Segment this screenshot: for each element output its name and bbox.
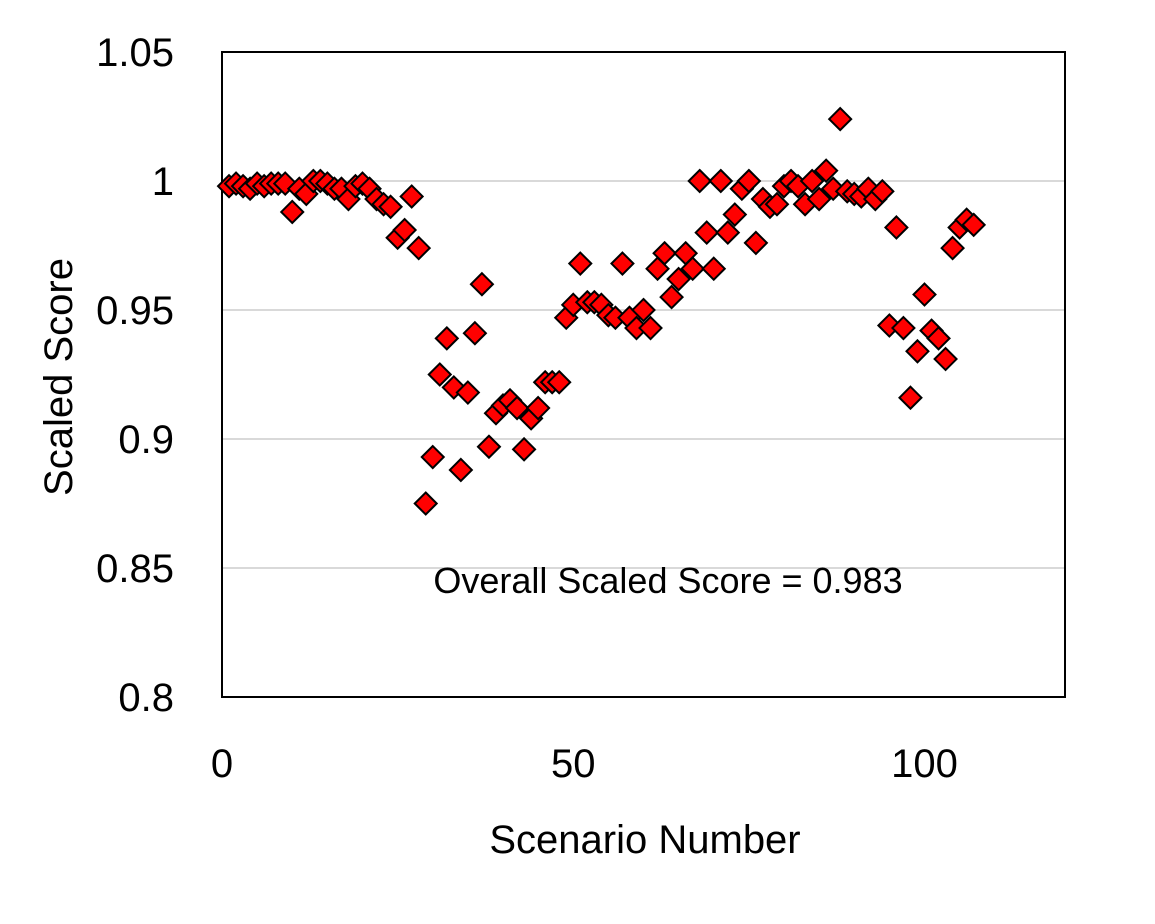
y-axis-title: Scaled Score: [37, 258, 81, 496]
data-point: [659, 284, 685, 310]
data-point: [610, 251, 635, 276]
data-point: [279, 199, 305, 225]
data-point: [898, 385, 923, 411]
gridlines: [222, 180, 1065, 569]
y-tick-label: 1: [152, 160, 174, 204]
data-point: [961, 212, 987, 238]
data-point: [427, 362, 453, 387]
data-point: [799, 168, 825, 194]
x-tick-label: 50: [551, 742, 596, 786]
y-tick-label: 0.85: [96, 547, 174, 591]
data-point: [392, 217, 418, 243]
data-point: [926, 325, 951, 351]
x-tick-label: 100: [891, 742, 958, 786]
data-point: [891, 315, 916, 341]
data-point: [413, 491, 439, 516]
data-point: [462, 320, 488, 346]
data-point: [666, 266, 692, 292]
data-point: [434, 325, 460, 351]
x-axis-title: Scenario Number: [489, 818, 800, 862]
data-point: [455, 380, 481, 405]
data-point: [743, 230, 769, 256]
data-point: [406, 235, 432, 261]
y-tick-label: 1.05: [96, 31, 174, 75]
data-point: [912, 282, 937, 307]
data-point: [827, 106, 853, 132]
data-point: [525, 395, 551, 421]
data-point: [680, 256, 706, 282]
data-point: [469, 271, 495, 297]
data-point: [687, 168, 713, 194]
data-points: [216, 106, 987, 516]
data-point: [905, 338, 930, 364]
data-point: [476, 434, 502, 460]
data-point: [883, 215, 909, 240]
data-point: [869, 178, 895, 204]
data-point: [511, 436, 537, 462]
plot-area: [221, 51, 1066, 698]
data-point: [813, 158, 839, 184]
data-point: [631, 297, 656, 323]
data-point: [694, 220, 720, 246]
data-point: [806, 186, 832, 212]
data-point: [399, 184, 425, 209]
data-point: [940, 235, 966, 261]
x-tick-label: 0: [211, 742, 233, 786]
data-point: [722, 202, 748, 227]
data-point: [715, 220, 741, 246]
data-point: [546, 369, 572, 395]
data-point: [701, 256, 727, 282]
data-point: [420, 444, 446, 470]
data-point: [736, 168, 762, 194]
y-tick-label: 0.8: [118, 676, 174, 720]
data-point: [933, 346, 958, 372]
y-tick-label: 0.9: [118, 418, 174, 462]
y-tick-label: 0.95: [96, 289, 174, 333]
data-point: [378, 194, 404, 220]
overall-score-annotation: Overall Scaled Score = 0.983: [433, 560, 902, 601]
data-point: [567, 251, 593, 276]
data-point: [764, 191, 790, 217]
data-point: [708, 168, 734, 194]
data-point: [652, 240, 677, 266]
x-tick-labels: 0 50 100: [211, 742, 958, 786]
y-tick-labels: 0.8 0.85 0.9 0.95 1 1.05: [96, 31, 174, 720]
data-point: [448, 457, 474, 483]
data-point: [638, 315, 663, 341]
data-point: [504, 395, 530, 421]
